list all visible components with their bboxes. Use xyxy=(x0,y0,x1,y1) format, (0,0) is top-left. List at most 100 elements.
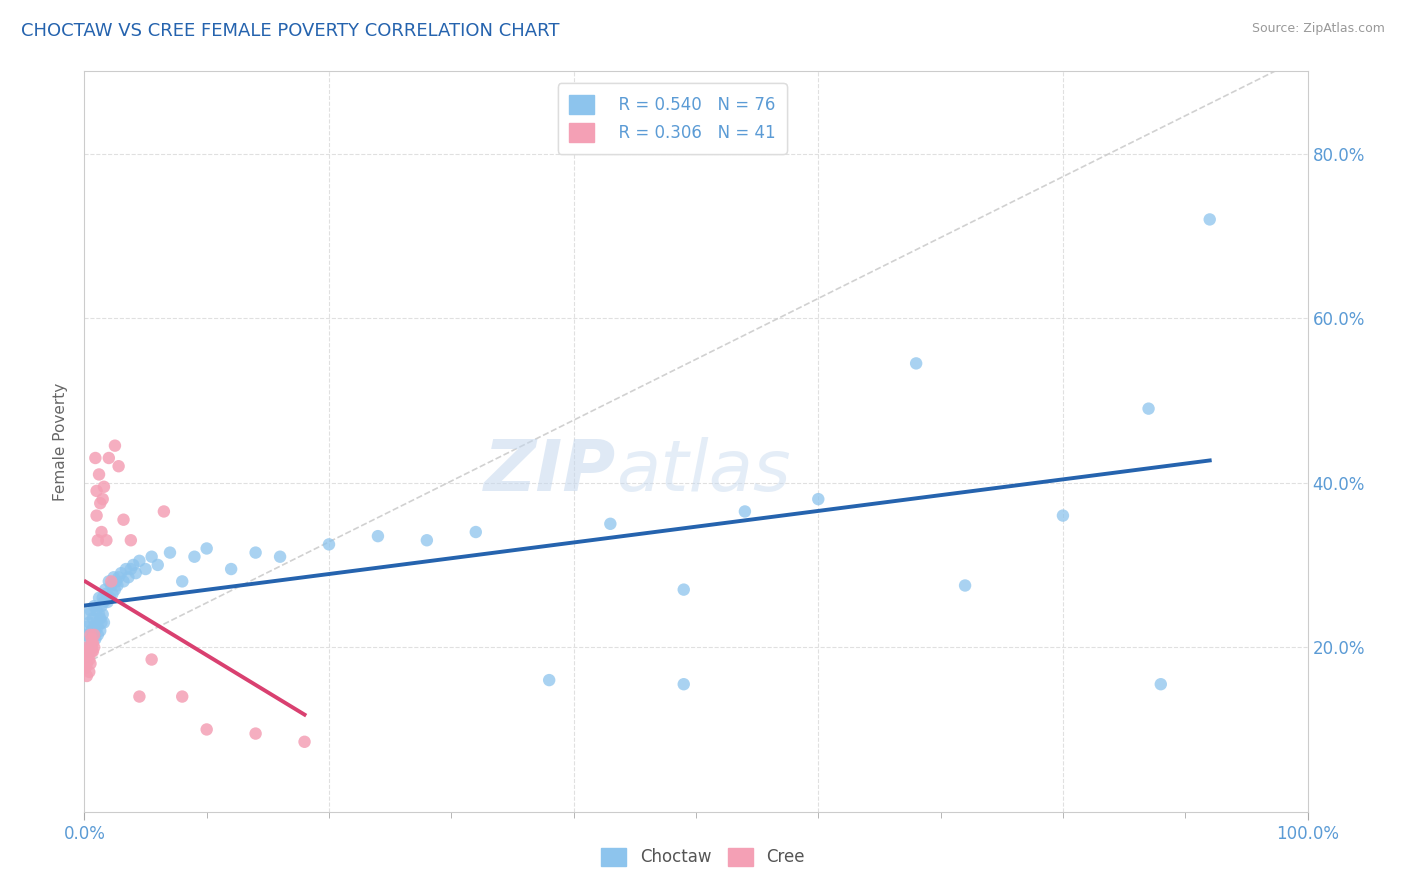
Point xyxy=(90,615,112,630)
Point xyxy=(80,644,103,658)
Point xyxy=(294,735,316,749)
Point xyxy=(195,723,218,737)
Point xyxy=(146,558,169,572)
Point xyxy=(80,624,103,638)
Point xyxy=(87,607,110,622)
Point xyxy=(89,624,111,638)
Point xyxy=(104,582,127,597)
Point xyxy=(87,619,110,633)
Point xyxy=(76,619,98,633)
Text: atlas: atlas xyxy=(616,437,792,506)
Point xyxy=(77,615,100,630)
Point xyxy=(245,726,267,740)
Point xyxy=(172,690,194,704)
Point xyxy=(87,467,110,482)
Point xyxy=(79,632,101,646)
Legend: Choctaw, Cree: Choctaw, Cree xyxy=(593,839,813,875)
Point xyxy=(84,632,107,646)
Point xyxy=(112,513,135,527)
Point xyxy=(141,549,163,564)
Point xyxy=(80,640,103,655)
Point xyxy=(77,640,100,655)
Point xyxy=(734,504,756,518)
Point xyxy=(93,595,115,609)
Point xyxy=(77,640,100,655)
Point xyxy=(86,615,108,630)
Point xyxy=(100,578,122,592)
Point xyxy=(77,652,100,666)
Text: ZIP: ZIP xyxy=(484,437,616,506)
Point xyxy=(128,690,150,704)
Point xyxy=(953,578,976,592)
Point xyxy=(82,644,104,658)
Point xyxy=(90,524,112,539)
Point xyxy=(75,652,97,666)
Text: Source: ZipAtlas.com: Source: ZipAtlas.com xyxy=(1251,22,1385,36)
Point xyxy=(1137,401,1160,416)
Point xyxy=(82,636,104,650)
Point xyxy=(120,533,142,548)
Point xyxy=(96,533,118,548)
Point xyxy=(96,587,118,601)
Point xyxy=(97,574,120,589)
Point xyxy=(86,508,108,523)
Legend:   R = 0.540   N = 76,   R = 0.306   N = 41: R = 0.540 N = 76, R = 0.306 N = 41 xyxy=(558,83,787,153)
Point xyxy=(672,582,695,597)
Point xyxy=(101,587,124,601)
Point xyxy=(112,574,135,589)
Point xyxy=(86,603,108,617)
Point xyxy=(367,529,389,543)
Point xyxy=(91,492,114,507)
Point xyxy=(76,644,98,658)
Point xyxy=(141,652,163,666)
Point xyxy=(93,480,115,494)
Point xyxy=(416,533,439,548)
Point xyxy=(98,591,121,605)
Point xyxy=(269,549,291,564)
Point xyxy=(183,549,205,564)
Point xyxy=(79,603,101,617)
Point xyxy=(79,657,101,671)
Point xyxy=(97,595,120,609)
Point xyxy=(318,537,340,551)
Point xyxy=(83,640,105,655)
Point xyxy=(84,450,107,465)
Point xyxy=(75,661,97,675)
Y-axis label: Female Poverty: Female Poverty xyxy=(53,383,69,500)
Point xyxy=(83,619,105,633)
Point xyxy=(91,607,114,622)
Point xyxy=(87,533,110,548)
Point xyxy=(219,562,242,576)
Point xyxy=(83,628,105,642)
Point xyxy=(538,673,561,687)
Point xyxy=(76,669,98,683)
Point xyxy=(89,611,111,625)
Point xyxy=(77,607,100,622)
Point xyxy=(75,628,97,642)
Point xyxy=(97,450,120,465)
Point xyxy=(77,644,100,658)
Point xyxy=(105,574,128,589)
Point xyxy=(91,591,114,605)
Point xyxy=(115,562,138,576)
Point xyxy=(105,578,128,592)
Point xyxy=(94,582,117,597)
Point xyxy=(672,677,695,691)
Point xyxy=(1198,212,1220,227)
Point xyxy=(120,562,142,576)
Point xyxy=(807,492,830,507)
Point xyxy=(103,570,125,584)
Point xyxy=(107,459,129,474)
Point xyxy=(87,591,110,605)
Point xyxy=(77,665,100,679)
Point xyxy=(80,632,103,646)
Point xyxy=(77,648,100,663)
Point xyxy=(86,483,108,498)
Point xyxy=(122,558,145,572)
Point xyxy=(195,541,218,556)
Point xyxy=(172,574,194,589)
Point xyxy=(245,545,267,560)
Text: CHOCTAW VS CREE FEMALE POVERTY CORRELATION CHART: CHOCTAW VS CREE FEMALE POVERTY CORRELATI… xyxy=(21,22,560,40)
Point xyxy=(89,496,111,510)
Point xyxy=(128,554,150,568)
